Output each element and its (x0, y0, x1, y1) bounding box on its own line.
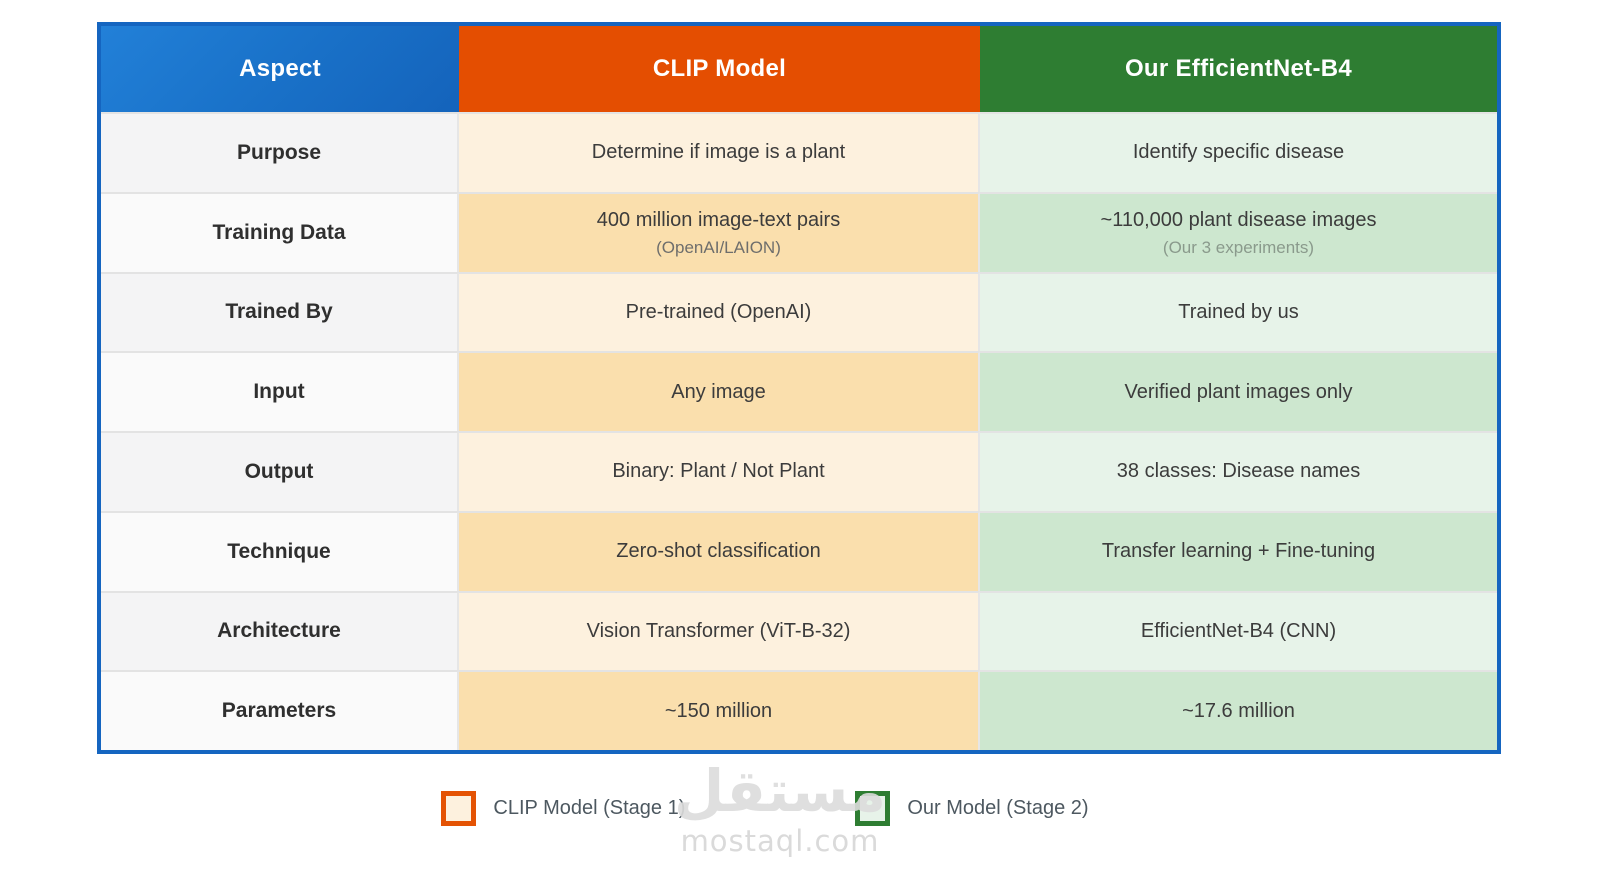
legend-item-ours: Our Model (Stage 2) (855, 791, 1089, 826)
row-clip-value: ~150 million (459, 670, 980, 750)
cell-text: Zero-shot classification (616, 540, 821, 563)
cell-subtext: (OpenAI/LAION) (656, 237, 781, 257)
cell-text: Purpose (236, 140, 322, 164)
cell-text: Identify specific disease (1132, 141, 1345, 164)
row-clip-value: Binary: Plant / Not Plant (459, 431, 980, 511)
header-cell-clip-model: CLIP Model (459, 26, 980, 112)
cell-text: Technique (227, 539, 331, 563)
cell-text: Pre-trained (OpenAI) (625, 300, 812, 323)
cell-text: Training Data (212, 220, 346, 244)
cell-text: ~150 million (664, 699, 773, 722)
row-ours-value: 38 classes: Disease names (980, 431, 1497, 511)
row-clip-value: Any image (459, 351, 980, 431)
cell-text: Input (253, 380, 305, 403)
row-clip-value: Determine if image is a plant (459, 112, 980, 192)
cell-text: Trained by us (1178, 300, 1299, 323)
row-clip-value: Pre-trained (OpenAI) (459, 271, 980, 352)
row-aspect-label: Output (101, 431, 459, 511)
row-aspect-label: Training Data (101, 191, 459, 272)
row-aspect-label: Parameters (101, 670, 459, 750)
legend: CLIP Model (Stage 1) Our Model (Stage 2) (0, 791, 1565, 826)
cell-text: 38 classes: Disease names (1116, 460, 1361, 483)
header-cell-our-efficientnet: Our EfficientNet-B4 (980, 26, 1497, 112)
cell-text: ~17.6 million (1182, 699, 1295, 722)
cell-text: Verified plant images only (1124, 380, 1353, 403)
row-aspect-label: Input (101, 351, 459, 431)
row-aspect-label: Trained By (101, 271, 459, 352)
cell-subtext: (Our 3 experiments) (1162, 237, 1315, 257)
row-aspect-label: Architecture (101, 590, 459, 671)
row-ours-value: Transfer learning + Fine-tuning (980, 510, 1497, 591)
row-ours-value: Verified plant images only (980, 351, 1497, 431)
row-clip-value: 400 million image-text pairs (OpenAI/LAI… (459, 191, 980, 272)
header-cell-aspect: Aspect (101, 26, 459, 112)
cell-text: ~110,000 plant disease images (1100, 208, 1377, 231)
row-ours-value: ~110,000 plant disease images (Our 3 exp… (980, 191, 1497, 272)
cell-text: Binary: Plant / Not Plant (612, 460, 825, 483)
legend-label: Our Model (Stage 2) (907, 797, 1089, 819)
row-ours-value: Identify specific disease (980, 112, 1497, 192)
row-aspect-label: Purpose (101, 112, 459, 192)
row-aspect-label: Technique (101, 510, 459, 591)
row-ours-value: EfficientNet-B4 (CNN) (980, 590, 1497, 671)
cell-text: EfficientNet-B4 (CNN) (1140, 619, 1337, 642)
clip-legend-swatch-icon (441, 791, 477, 826)
cell-text: Parameters (221, 699, 337, 722)
legend-item-clip: CLIP Model (Stage 1) (441, 791, 685, 826)
cell-text: Any image (671, 380, 766, 403)
ours-legend-swatch-icon (855, 791, 891, 826)
row-ours-value: ~17.6 million (980, 670, 1497, 750)
row-clip-value: Vision Transformer (ViT-B-32) (459, 590, 980, 671)
comparison-table: Aspect CLIP Model Our EfficientNet-B4 Pu… (97, 22, 1501, 754)
cell-text: 400 million image-text pairs (596, 208, 841, 231)
cell-text: Transfer learning + Fine-tuning (1101, 540, 1376, 563)
watermark-text: mostaql.com (680, 823, 880, 858)
cell-text: Output (244, 459, 314, 483)
cell-text: Architecture (217, 619, 341, 643)
cell-text: Trained By (225, 300, 333, 324)
cell-text: Determine if image is a plant (591, 141, 846, 164)
cell-text: Vision Transformer (ViT-B-32) (586, 619, 851, 642)
comparison-grid: Aspect CLIP Model Our EfficientNet-B4 Pu… (101, 26, 1497, 750)
row-ours-value: Trained by us (980, 271, 1497, 352)
legend-label: CLIP Model (Stage 1) (493, 797, 686, 819)
row-clip-value: Zero-shot classification (459, 510, 980, 591)
